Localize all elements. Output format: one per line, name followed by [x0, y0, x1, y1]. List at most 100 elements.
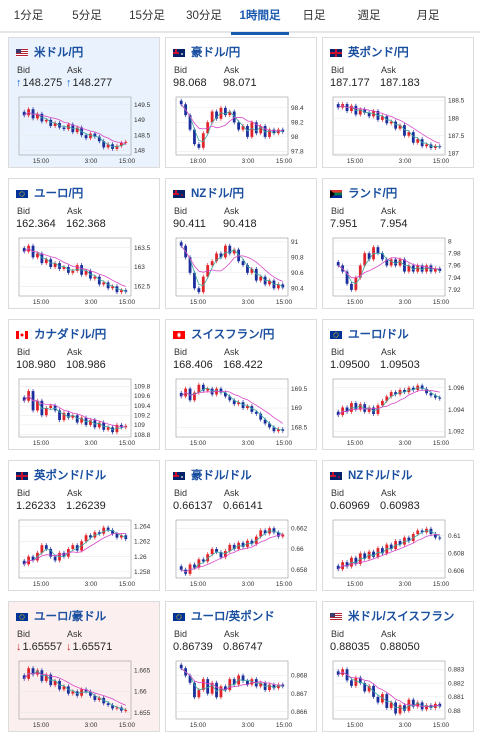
candle	[44, 545, 48, 549]
candle	[49, 119, 53, 126]
rate-card[interactable]: スイスフラン/円 Bid Ask 168.406 168.422 169.5 169 168.…	[165, 319, 317, 450]
rate-card[interactable]: ユーロ/円 Bid Ask 162.364 162.368 163.5 163 162.5 15…	[8, 178, 160, 309]
tab-6[interactable]: 週足	[357, 10, 381, 22]
card-title[interactable]: カナダドル/円	[16, 327, 106, 341]
candle	[62, 552, 66, 557]
rate-card[interactable]: 豪ドル/ドル Bid Ask 0.66137 0.66141 0.662 0.66 0.658…	[165, 460, 317, 591]
price-chart[interactable]: 1.665 1.66 1.655 15:00 3:00 15:00	[13, 657, 157, 731]
card-title[interactable]: 豪ドル/ドル	[173, 468, 252, 482]
candle	[259, 530, 263, 537]
card-title[interactable]: ユーロ/円	[16, 186, 83, 200]
ma-long-line	[23, 248, 126, 287]
bid-price: 168.406	[173, 359, 213, 371]
pair-name[interactable]: ユーロ/英ポンド	[191, 611, 275, 623]
price-chart[interactable]: 0.61 0.608 0.606 15:00 3:00 15:00	[327, 516, 471, 590]
card-title[interactable]: 米ドル/スイスフラン	[330, 609, 454, 623]
pair-name[interactable]: ユーロ/円	[34, 188, 84, 200]
card-title[interactable]: 英ポンド/円	[330, 45, 409, 59]
rate-card[interactable]: ユーロ/豪ドル Bid Ask ↓1.65557 ↓1.65571 1.665 1.66 1.…	[8, 601, 160, 732]
tab-5[interactable]: 日足	[302, 10, 326, 22]
rate-card[interactable]: NZドル/ドル Bid Ask 0.60969 0.60983 0.61 0.608 0.60…	[322, 460, 474, 591]
pair-name[interactable]: 豪ドル/ドル	[191, 470, 252, 482]
y-tick-label: 148	[134, 148, 145, 155]
tab-3[interactable]: 30分足	[186, 10, 222, 22]
price-chart[interactable]: 149.5 149 148.5 148 15:00 3:00 15:00	[13, 93, 157, 167]
candle	[210, 261, 214, 266]
candle	[201, 679, 205, 690]
card-title[interactable]: 豪ドル/円	[173, 45, 240, 59]
candle	[210, 111, 214, 123]
price-chart[interactable]: 91 90.8 90.6 90.4 15:00 3:00 15:00	[170, 234, 314, 308]
price-chart[interactable]: 188.5 188 187.5 187 15:00 3:00 15:00	[327, 93, 471, 167]
bid-value: 0.60969	[330, 500, 370, 512]
price-chart[interactable]: 0.662 0.66 0.658 15:00 3:00 15:00	[170, 516, 314, 590]
rate-card[interactable]: NZドル/円 Bid Ask 90.411 90.418 91 90.8 90.6 90.4 15…	[165, 178, 317, 309]
candle	[398, 541, 402, 545]
candle	[403, 705, 406, 711]
x-tick-label: 15:00	[33, 299, 50, 306]
candle	[385, 259, 389, 266]
candle	[93, 276, 97, 279]
candle	[394, 392, 398, 395]
candle	[84, 689, 88, 692]
pair-name[interactable]: NZドル/ドル	[348, 470, 413, 482]
card-title[interactable]: 米ドル/円	[16, 45, 83, 59]
pair-name[interactable]: NZドル/円	[191, 188, 245, 200]
rate-card[interactable]: 英ポンド/ドル Bid Ask 1.26233 1.26239 1.264 1.262 1.2…	[8, 460, 160, 591]
candle	[254, 268, 258, 281]
tab-2[interactable]: 15分足	[129, 10, 165, 22]
card-title[interactable]: ユーロ/ドル	[330, 327, 409, 341]
price-chart[interactable]: 169.5 169 168.5 15:00 3:00 15:00	[170, 375, 314, 449]
tab-0[interactable]: 1分足	[13, 10, 44, 22]
x-tick-label: 15:00	[190, 440, 207, 447]
price-chart[interactable]: 8 7.98 7.96 7.94 7.92 15:00 3:00 15:00	[327, 234, 471, 308]
tab-4[interactable]: 1時間足	[231, 0, 289, 35]
pair-name[interactable]: カナダドル/円	[34, 329, 107, 341]
card-title[interactable]: 英ポンド/ドル	[16, 468, 106, 482]
ask-value: 168.422	[223, 359, 263, 371]
candle	[93, 695, 97, 700]
card-title[interactable]: ユーロ/豪ドル	[16, 609, 106, 623]
rate-card[interactable]: 米ドル/円 Bid Ask ↑148.275 ↑148.277 149.5 149 148.5…	[8, 37, 160, 168]
card-title[interactable]: NZドル/円	[173, 186, 244, 200]
x-tick-label: 15:00	[276, 440, 293, 447]
pair-name[interactable]: 英ポンド/ドル	[34, 470, 107, 482]
rate-card[interactable]: 豪ドル/円 Bid Ask 98.068 98.071 98.4 98.2 98 97.8 18:…	[165, 37, 317, 168]
rate-card[interactable]: ユーロ/英ポンド Bid Ask 0.86739 0.86747 0.868 0.867 0.…	[165, 601, 317, 732]
price-chart[interactable]: 163.5 163 162.5 15:00 3:00 15:00	[13, 234, 157, 308]
card-title[interactable]: スイスフラン/円	[173, 327, 274, 341]
rate-card[interactable]: 米ドル/スイスフラン Bid Ask 0.88035 0.88050 0.883 0.882…	[322, 601, 474, 732]
pair-name[interactable]: スイスフラン/円	[191, 329, 275, 341]
price-chart[interactable]: 109.8 109.6 109.4 109.2 109 108.8 15:00 3:00 15:…	[13, 375, 157, 449]
card-title[interactable]: ランド/円	[330, 186, 397, 200]
candle	[210, 682, 214, 694]
tab-7[interactable]: 月足	[416, 10, 440, 22]
price-chart[interactable]: 0.883 0.882 0.881 0.88 15:00 3:00 15:00	[327, 657, 471, 731]
chart-frame	[332, 519, 446, 579]
y-tick-label: 8	[448, 238, 452, 245]
rate-card[interactable]: 英ポンド/円 Bid Ask 187.177 187.183 188.5 188 187.5 1…	[322, 37, 474, 168]
flag-eu-us-icon	[330, 330, 342, 339]
pair-name[interactable]: 豪ドル/円	[191, 47, 241, 59]
card-title[interactable]: NZドル/ドル	[330, 468, 413, 482]
bid-price: 0.86739	[173, 641, 213, 653]
tab-1[interactable]: 5分足	[72, 10, 102, 22]
pair-name[interactable]: ユーロ/豪ドル	[34, 611, 107, 623]
price-chart[interactable]: 0.868 0.867 0.866 15:00 3:00 15:00	[170, 657, 314, 731]
price-chart[interactable]: 1.096 1.094 1.092 15:00 3:00 15:00	[327, 375, 471, 449]
ma-short-line	[337, 252, 440, 285]
pair-name[interactable]: 英ポンド/円	[348, 47, 409, 59]
rate-card[interactable]: ユーロ/ドル Bid Ask 1.09500 1.09503 1.096 1.094 1.09…	[322, 319, 474, 450]
rate-card[interactable]: カナダドル/円 Bid Ask 108.980 108.986 109.8 109.6 109…	[8, 319, 160, 450]
pair-name[interactable]: 米ドル/円	[34, 47, 84, 59]
price-chart[interactable]: 98.4 98.2 98 97.8 18:00 3:00 15:00	[170, 93, 314, 167]
y-tick-label: 0.606	[448, 568, 465, 575]
pair-name[interactable]: ユーロ/ドル	[348, 329, 409, 341]
card-title[interactable]: ユーロ/英ポンド	[173, 609, 275, 623]
x-tick-label: 3:00	[85, 722, 98, 729]
pair-name[interactable]: 米ドル/スイスフラン	[348, 611, 455, 623]
rate-card[interactable]: ランド/円 Bid Ask 7.951 7.954 8 7.98 7.96 7.94 7.92 15…	[322, 178, 474, 309]
pair-name[interactable]: ランド/円	[348, 188, 398, 200]
price-chart[interactable]: 1.264 1.262 1.26 1.258 15:00 3:00 15:00	[13, 516, 157, 590]
